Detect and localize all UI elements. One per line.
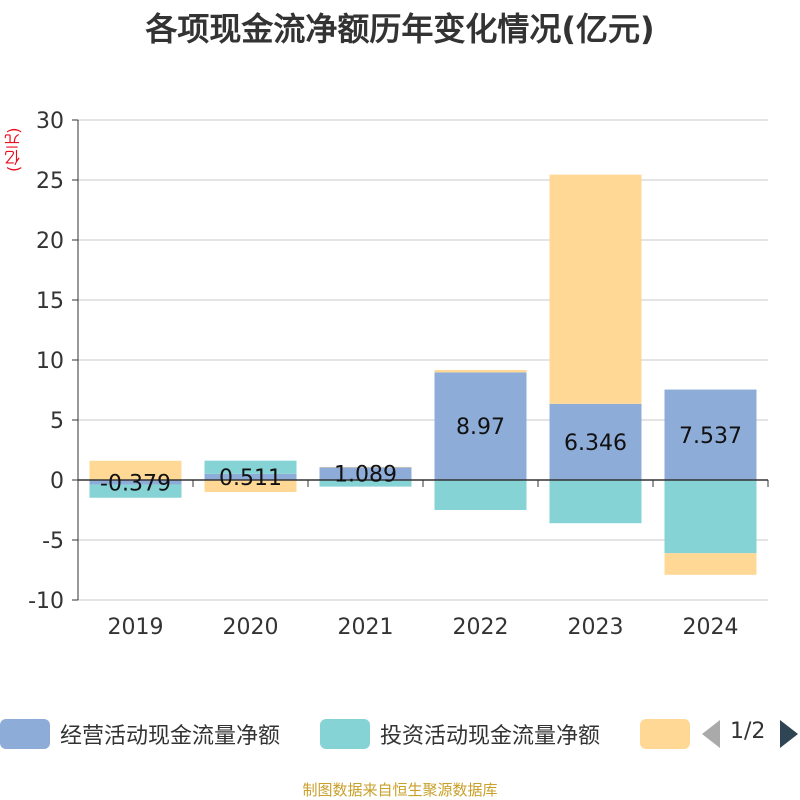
x-tick-label: 2023 (568, 615, 624, 640)
bar-2020-series-0[interactable] (204, 473, 297, 480)
data-label: 0.511 (219, 466, 282, 491)
legend-item-investing[interactable]: 投资活动现金流量净额 (320, 716, 600, 752)
bar-2019-series-1[interactable] (89, 484, 182, 498)
data-label: 1.089 (334, 462, 397, 487)
bar-2021-series-2[interactable] (319, 466, 412, 468)
y-tick-label: -5 (42, 529, 64, 554)
y-tick-label: 30 (36, 109, 64, 134)
x-tick-label: 2021 (338, 615, 394, 640)
bar-2020-series-2[interactable] (204, 480, 297, 492)
legend-item-financing[interactable] (640, 716, 700, 752)
y-tick-label: -10 (28, 589, 64, 614)
data-source: 制图数据来自恒生聚源数据库 (302, 781, 498, 799)
bar-2023-series-1[interactable] (549, 480, 642, 524)
data-label: 8.97 (456, 415, 505, 440)
y-tick-label: 25 (36, 169, 64, 194)
data-label: 6.346 (564, 431, 627, 456)
bar-2022-series-0[interactable] (434, 372, 527, 480)
legend-swatch-financing (640, 719, 690, 749)
legend-label-operating: 经营活动现金流量净额 (60, 724, 281, 749)
y-axis-unit: (亿元) (4, 127, 23, 173)
chart-title: 各项现金流净额历年变化情况(亿元) (145, 10, 655, 48)
y-tick-label: 0 (50, 469, 64, 494)
bar-2021-series-0[interactable] (319, 466, 412, 480)
bar-2019-series-2[interactable] (89, 460, 182, 480)
x-tick-label: 2020 (223, 615, 279, 640)
legend: 经营活动现金流量净额 投资活动现金流量净额 1/2 (0, 716, 800, 752)
legend-swatch-operating (0, 719, 50, 749)
bar-2021-series-1[interactable] (319, 480, 412, 487)
bar-2023-series-2[interactable] (549, 174, 642, 404)
data-label: -0.379 (100, 471, 171, 496)
x-tick-label: 2019 (108, 615, 164, 640)
bar-2023-series-0[interactable] (549, 403, 642, 480)
bar-2020-series-1[interactable] (204, 460, 297, 474)
data-labels: -0.379 0.511 1.089 8.97 6.346 7.537 (100, 415, 742, 496)
axes: 30 25 20 15 10 5 0 -5 -10 2019 2020 2021 2022 2023 202… (28, 109, 769, 640)
bar-2024-series-1[interactable] (664, 480, 757, 554)
legend-label-investing: 投资活动现金流量净额 (380, 724, 601, 749)
bar-2019-series-0[interactable] (89, 480, 182, 485)
y-tick-label: 15 (36, 289, 64, 314)
legend-pager: 1/2 (698, 716, 800, 752)
bar-2024-series-2[interactable] (664, 553, 757, 575)
bar-2022-series-1[interactable] (434, 480, 527, 510)
x-tick-label: 2024 (683, 615, 739, 640)
legend-item-operating[interactable]: 经营活动现金流量净额 (0, 716, 280, 752)
y-tick-label: 10 (36, 349, 64, 374)
pager-prev-icon[interactable] (702, 720, 720, 748)
y-tick-label: 20 (36, 229, 64, 254)
x-tick-label: 2022 (453, 615, 509, 640)
bars (89, 174, 757, 575)
pager-next-icon[interactable] (780, 720, 798, 748)
legend-page-indicator: 1/2 (730, 719, 766, 744)
legend-swatch-investing (320, 719, 370, 749)
data-label: 7.537 (679, 424, 742, 449)
y-tick-label: 5 (50, 409, 64, 434)
bar-2024-series-0[interactable] (664, 389, 757, 480)
bar-2022-series-2[interactable] (434, 369, 527, 373)
